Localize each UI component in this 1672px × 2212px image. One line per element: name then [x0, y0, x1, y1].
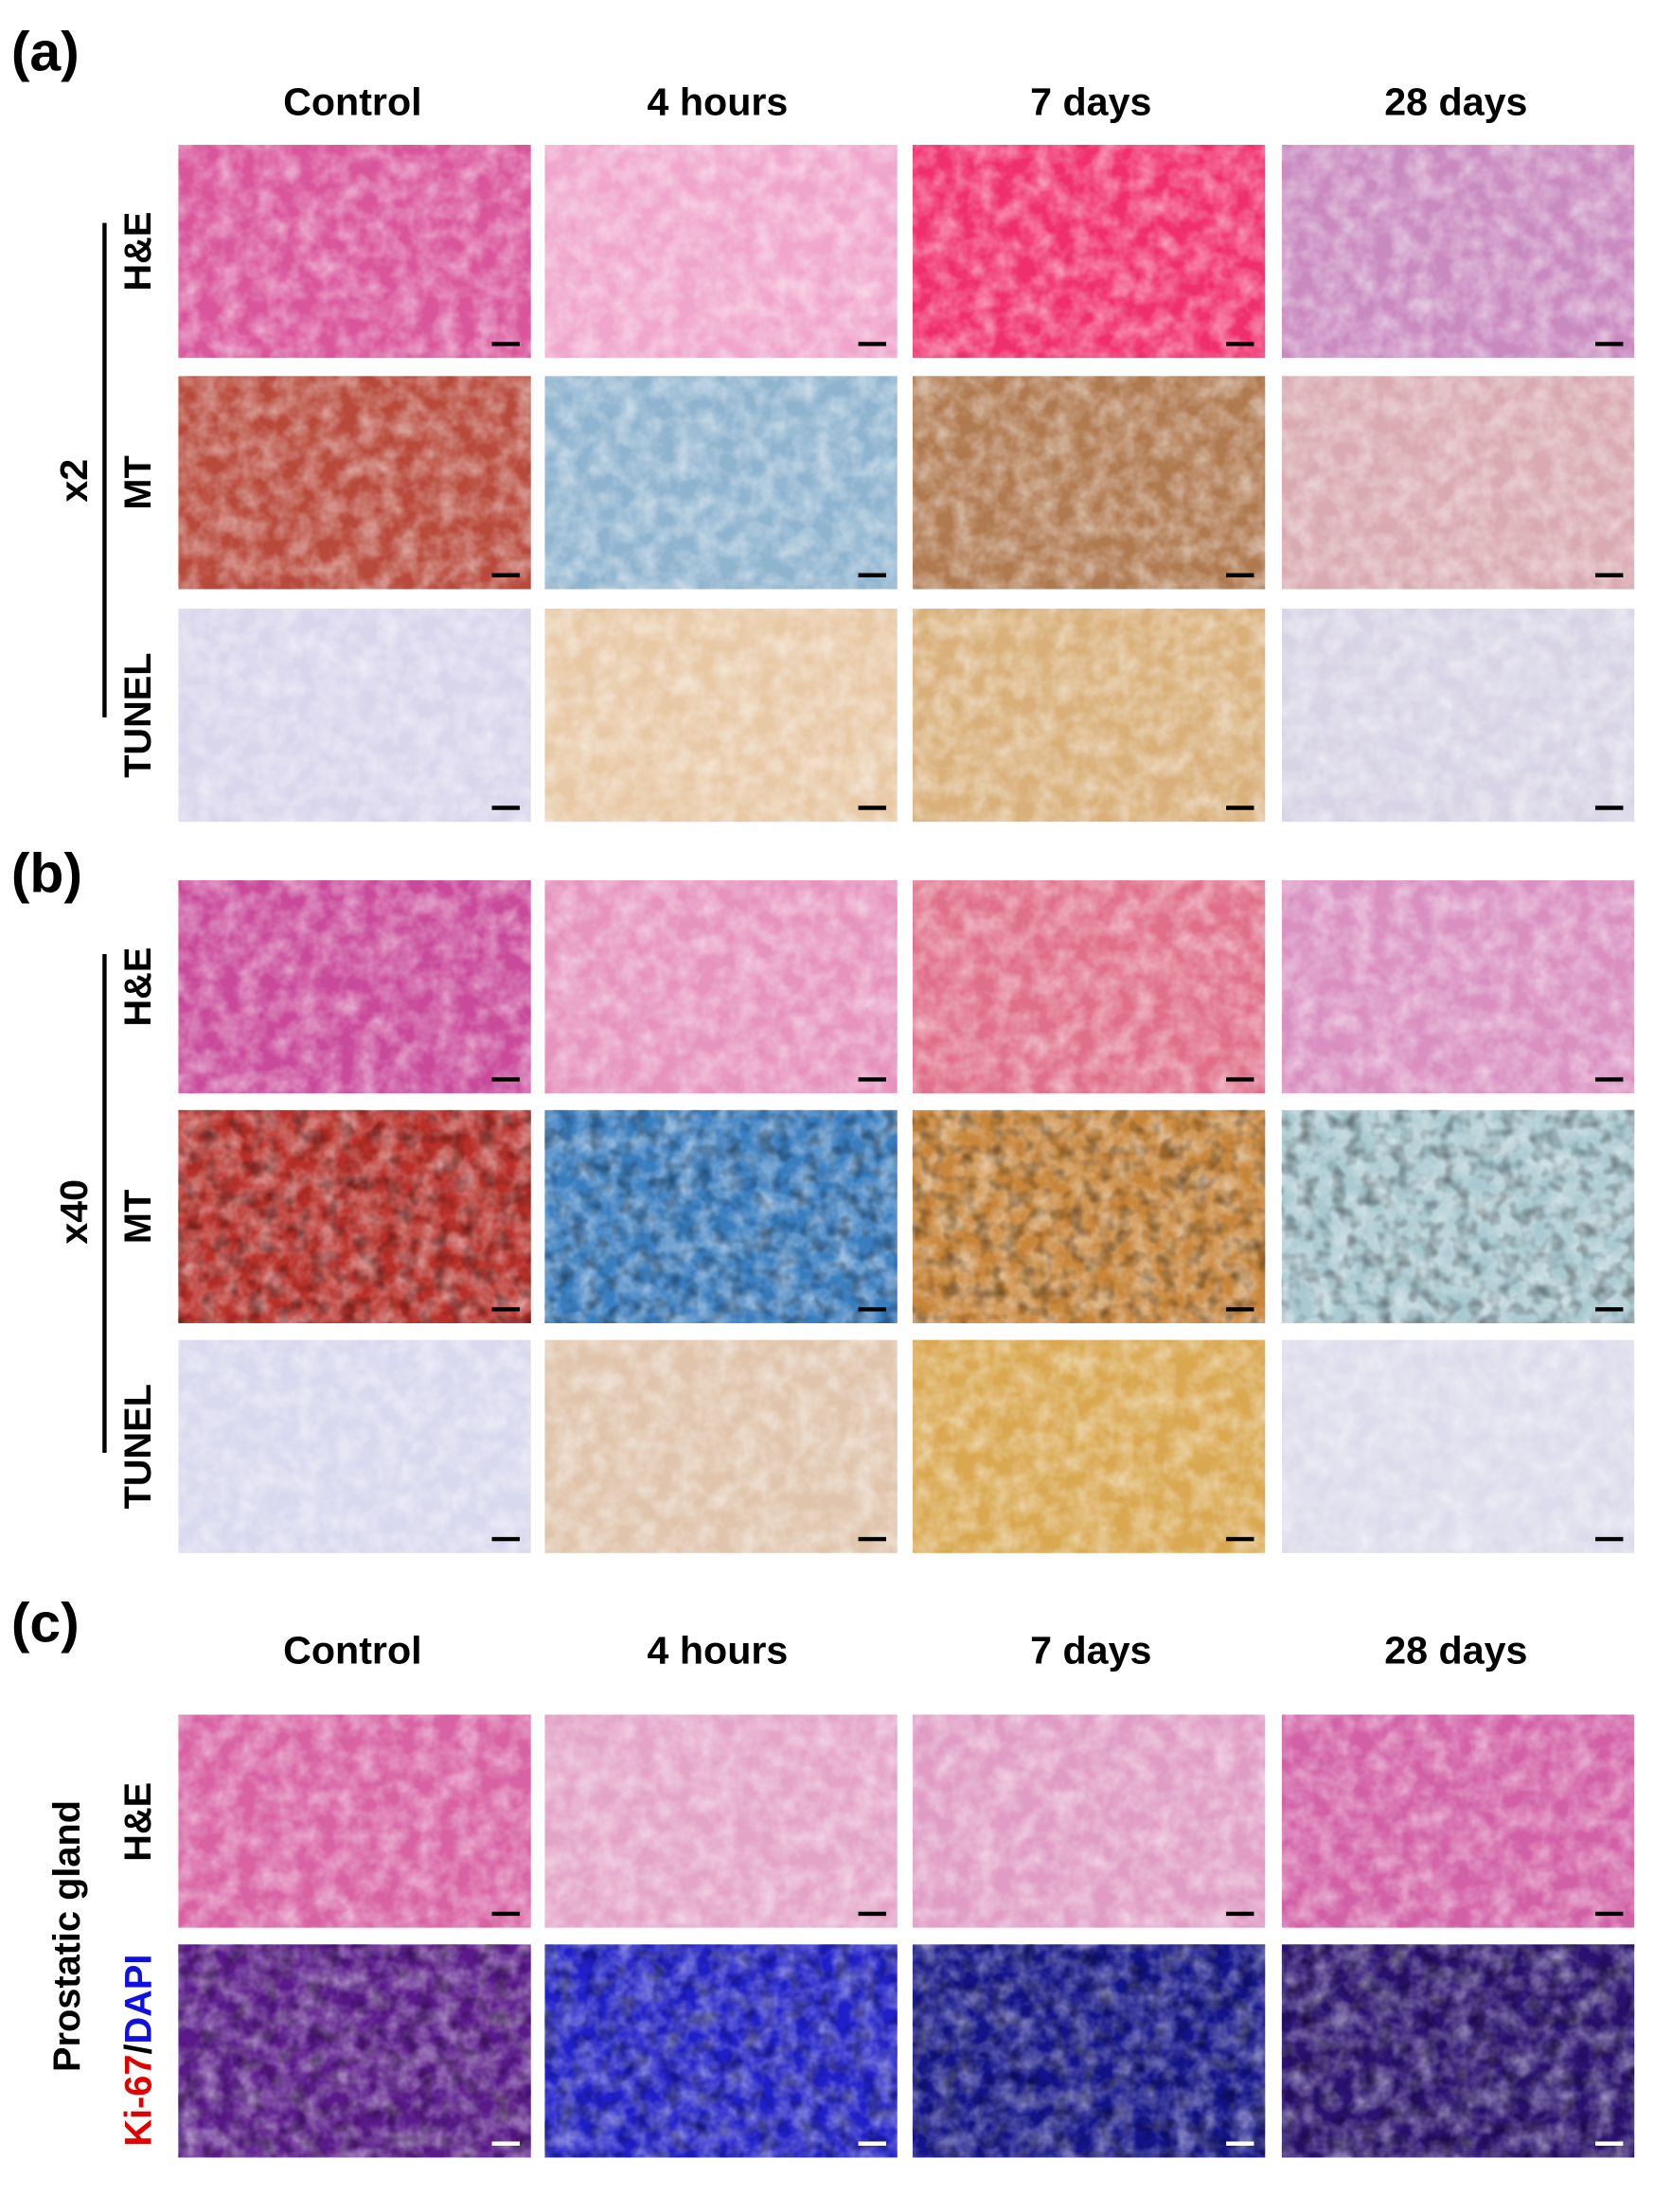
row-label: H&E — [117, 212, 159, 292]
magnification: x2 — [52, 459, 96, 503]
panel-label: (a) — [11, 21, 80, 82]
micrograph — [178, 1944, 531, 2158]
panel-label: (b) — [11, 843, 82, 905]
micrograph — [178, 376, 531, 590]
micrograph — [1281, 1339, 1635, 1553]
micrograph — [1281, 1944, 1635, 2158]
texture-dark — [1281, 1109, 1635, 1323]
micrograph — [544, 609, 898, 823]
tissue-label: Prostatic gland — [46, 1800, 88, 2072]
texture-dark — [1281, 1944, 1635, 2158]
texture-dark — [544, 1944, 898, 2158]
texture — [544, 880, 898, 1094]
micrograph — [178, 1339, 531, 1553]
column-header: 4 hours — [648, 1629, 789, 1672]
texture — [912, 145, 1266, 359]
micrograph — [544, 1109, 898, 1323]
micrograph — [912, 880, 1266, 1094]
row-label: TUNEL — [117, 652, 159, 777]
texture — [1281, 1714, 1635, 1928]
column-header: 7 days — [1030, 80, 1151, 123]
texture-dark — [544, 1109, 898, 1323]
micrograph — [544, 1944, 898, 2158]
stain-counterstain: DAPI — [117, 1955, 159, 2044]
texture — [912, 1714, 1266, 1928]
texture — [178, 609, 531, 823]
texture — [912, 880, 1266, 1094]
texture-dark — [178, 1944, 531, 2158]
panel-label: (c) — [11, 1592, 80, 1654]
micrograph — [1281, 376, 1635, 590]
micrograph — [912, 376, 1266, 590]
texture-dark — [178, 1109, 531, 1323]
micrograph — [544, 145, 898, 359]
texture-dark — [912, 1109, 1266, 1323]
texture — [178, 376, 531, 590]
column-header: 4 hours — [648, 80, 789, 123]
magnification: x40 — [52, 1179, 96, 1245]
stain-marker: Ki-67 — [117, 2055, 159, 2147]
micrograph — [178, 880, 531, 1094]
micrograph — [912, 1339, 1266, 1553]
texture — [544, 609, 898, 823]
texture — [178, 1339, 531, 1553]
micrograph — [544, 1714, 898, 1928]
micrograph — [912, 145, 1266, 359]
column-header: 28 days — [1384, 1629, 1527, 1672]
stain-separator: / — [117, 2044, 159, 2055]
texture — [544, 1339, 898, 1553]
micrograph — [1281, 609, 1635, 823]
micrograph — [1281, 1714, 1635, 1928]
column-header: 28 days — [1384, 80, 1527, 123]
column-header: 7 days — [1030, 1629, 1151, 1672]
texture — [1281, 880, 1635, 1094]
texture — [178, 880, 531, 1094]
texture-dark — [912, 1944, 1266, 2158]
micrograph — [178, 1109, 531, 1323]
micrograph — [544, 880, 898, 1094]
texture — [178, 1714, 531, 1928]
column-header: Control — [283, 80, 421, 123]
stain-label: Ki-67/DAPI — [117, 1955, 159, 2147]
column-header: Control — [283, 1629, 421, 1672]
row-label: MT — [117, 1190, 159, 1244]
micrograph — [912, 1944, 1266, 2158]
micrograph — [1281, 1109, 1635, 1323]
micrograph — [178, 609, 531, 823]
texture — [912, 376, 1266, 590]
texture — [1281, 609, 1635, 823]
texture — [178, 145, 531, 359]
micrograph — [1281, 145, 1635, 359]
texture — [912, 1339, 1266, 1553]
micrograph — [544, 1339, 898, 1553]
micrograph — [912, 1109, 1266, 1323]
micrograph — [912, 609, 1266, 823]
micrograph — [544, 376, 898, 590]
row-label: TUNEL — [117, 1384, 159, 1509]
texture — [1281, 376, 1635, 590]
texture — [544, 1714, 898, 1928]
texture — [544, 145, 898, 359]
micrograph — [1281, 880, 1635, 1094]
texture — [912, 609, 1266, 823]
row-label: H&E — [117, 947, 159, 1027]
texture — [1281, 1339, 1635, 1553]
texture — [1281, 145, 1635, 359]
row-label: MT — [117, 455, 159, 509]
texture — [544, 376, 898, 590]
row-label: H&E — [117, 1782, 159, 1862]
micrograph — [912, 1714, 1266, 1928]
micrograph — [178, 145, 531, 359]
micrograph — [178, 1714, 531, 1928]
